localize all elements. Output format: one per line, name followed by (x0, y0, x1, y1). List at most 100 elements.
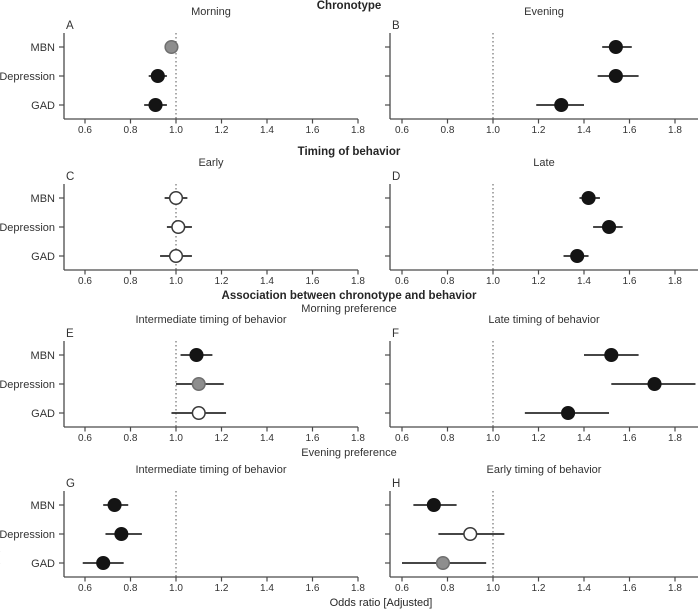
row-label: Depression (0, 222, 55, 234)
x-tick-label: 0.6 (395, 433, 409, 444)
panel-f: Late timing of behavior F 0.6 0.8 1.0 1.2 1.… (358, 314, 698, 446)
x-tick-label: 0.6 (78, 583, 92, 594)
panel-g-plot: 0.6 0.8 1.0 1.2 1.4 1.6 1.8 MBN Depression GAD (0, 491, 365, 594)
or-point (426, 497, 441, 513)
x-tick-label: 0.6 (78, 433, 92, 444)
x-tick-label: 0.8 (441, 583, 455, 594)
x-tick-label: 0.8 (124, 583, 138, 594)
row-label: Depression (0, 379, 55, 391)
x-tick-label: 1.2 (215, 276, 229, 287)
or-point (148, 97, 163, 113)
x-tick-label: 1.0 (486, 276, 500, 287)
or-point (581, 190, 596, 206)
x-tick-label: 1.4 (260, 433, 274, 444)
panel-a-title: Morning (191, 6, 231, 18)
x-tick-label: 1.8 (668, 583, 682, 594)
x-tick-label: 0.8 (124, 433, 138, 444)
or-point (554, 97, 569, 113)
x-tick-label: 1.0 (169, 125, 183, 136)
panel-a: Morning A 0.6 0.8 1.0 1.2 1.4 1.6 1.8 MBN Depres… (0, 6, 365, 138)
or-point (150, 68, 165, 84)
or-point (647, 376, 662, 392)
or-point (171, 219, 186, 235)
panel-c-letter: C (66, 171, 75, 183)
subheader-evening-preference: Evening preference (301, 447, 397, 459)
panel-b-title: Evening (524, 6, 564, 18)
panel-d-letter: D (392, 171, 401, 183)
or-point (164, 39, 179, 55)
x-tick-label: 0.6 (78, 125, 92, 136)
x-tick-label: 0.6 (78, 276, 92, 287)
panel-a-plot: 0.6 0.8 1.0 1.2 1.4 1.6 1.8 MBN Depression GAD (0, 33, 365, 136)
panel-f-letter: F (392, 328, 400, 340)
x-tick-label: 1.0 (486, 433, 500, 444)
x-tick-label: 0.8 (124, 125, 138, 136)
x-tick-label: 0.8 (124, 276, 138, 287)
panel-b-plot: 0.6 0.8 1.0 1.2 1.4 1.6 1.8 (385, 33, 698, 136)
x-tick-label: 1.2 (532, 276, 546, 287)
row-label: GAD (31, 251, 55, 263)
panel-c-plot: 0.6 0.8 1.0 1.2 1.4 1.6 1.8 MBN Depression GAD (0, 184, 365, 287)
x-tick-label: 1.0 (169, 433, 183, 444)
or-point (463, 526, 478, 542)
x-tick-label: 0.6 (395, 125, 409, 136)
x-tick-label: 1.4 (260, 125, 274, 136)
row-label: GAD (31, 100, 55, 112)
subheader-morning-preference: Morning preference (301, 303, 397, 315)
row-label: MBN (31, 350, 56, 362)
or-point (191, 405, 206, 421)
x-tick-label: 1.4 (577, 125, 591, 136)
panel-d-title: Late (533, 157, 555, 169)
panel-e: Intermediate timing of behavior E 0.6 0.8… (0, 314, 365, 446)
panel-d: Late D 0.6 0.8 1.0 1.2 1.4 1.6 1.8 (358, 157, 698, 289)
x-tick-label: 1.8 (351, 583, 365, 594)
or-point (168, 248, 184, 264)
x-tick-label: 1.4 (577, 583, 591, 594)
x-tick-label: 1.8 (668, 125, 682, 136)
row-label: GAD (31, 408, 55, 420)
or-point (608, 68, 623, 84)
x-tick-label: 1.8 (668, 433, 682, 444)
panel-f-plot: 0.6 0.8 1.0 1.2 1.4 1.6 1.8 (385, 341, 698, 444)
x-axis-label: Odds ratio [Adjusted] (329, 597, 433, 609)
panel-a-letter: A (66, 20, 74, 32)
section-header-association: Association between chronotype and behav… (221, 290, 477, 302)
x-tick-label: 1.2 (532, 125, 546, 136)
x-tick-label: 1.6 (306, 433, 320, 444)
row-label: Depression (0, 71, 55, 83)
x-tick-label: 1.2 (532, 433, 546, 444)
x-tick-label: 1.4 (260, 276, 274, 287)
panel-b: Evening B 0.6 0.8 1.0 1.2 1.4 1.6 1.8 (358, 6, 698, 138)
x-tick-label: 1.6 (306, 125, 320, 136)
x-tick-label: 1.6 (306, 583, 320, 594)
row-label: MBN (31, 42, 56, 54)
x-tick-label: 0.6 (395, 276, 409, 287)
panel-h-plot: 0.6 0.8 1.0 1.2 1.4 1.6 1.8 (385, 491, 698, 594)
x-tick-label: 1.6 (623, 276, 637, 287)
x-tick-label: 0.8 (441, 433, 455, 444)
x-tick-label: 1.8 (351, 125, 365, 136)
x-tick-label: 1.2 (532, 583, 546, 594)
x-tick-label: 1.8 (351, 276, 365, 287)
x-tick-label: 1.0 (169, 276, 183, 287)
panel-b-letter: B (392, 20, 400, 32)
or-point (604, 347, 619, 363)
x-tick-label: 1.6 (623, 125, 637, 136)
x-tick-label: 0.6 (395, 583, 409, 594)
panel-h: Early timing of behavior H 0.6 0.8 1.0 1.2 1… (358, 464, 698, 596)
or-point (168, 190, 184, 206)
x-tick-label: 1.8 (668, 276, 682, 287)
panel-g-title: Intermediate timing of behavior (135, 464, 287, 476)
row-label: Depression (0, 529, 55, 541)
or-point (107, 497, 122, 513)
or-point (435, 555, 450, 571)
x-tick-label: 1.0 (486, 583, 500, 594)
panel-e-title: Intermediate timing of behavior (135, 314, 287, 326)
or-point (114, 526, 129, 542)
or-point (191, 376, 206, 392)
panel-d-plot: 0.6 0.8 1.0 1.2 1.4 1.6 1.8 (385, 184, 698, 287)
row-label: MBN (31, 500, 56, 512)
panel-e-letter: E (66, 328, 74, 340)
panel-h-letter: H (392, 478, 401, 490)
